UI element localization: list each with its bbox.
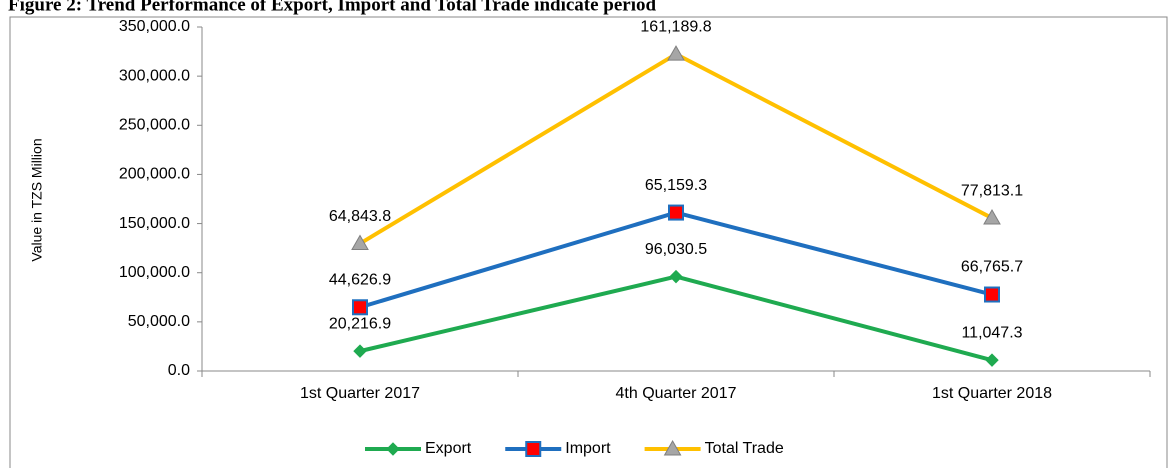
- data-label: 11,047.3: [961, 324, 1022, 341]
- y-tick-label: 200,000.0: [119, 166, 190, 183]
- marker: [669, 269, 683, 284]
- data-label: 64,843.8: [329, 208, 391, 225]
- y-tick-label: 250,000.0: [119, 117, 190, 134]
- x-tick-label: 1st Quarter 2018: [932, 385, 1052, 402]
- marker: [667, 45, 685, 61]
- marker: [352, 299, 368, 316]
- legend-label: Total Trade: [705, 440, 784, 457]
- y-tick-label: 0.0: [168, 362, 190, 379]
- x-tick-label: 4th Quarter 2017: [616, 385, 737, 402]
- chart-frame: [9, 16, 1168, 468]
- marker: [353, 344, 367, 358]
- data-label: 66,765.7: [961, 259, 1023, 276]
- chart-title: Figure 2: Trend Performance of Export, I…: [8, 0, 657, 15]
- data-label: 96,030.5: [645, 241, 707, 258]
- legend-label: Import: [565, 440, 611, 457]
- y-tick-label: 50,000.0: [128, 313, 190, 330]
- data-label: 77,813.1: [961, 182, 1023, 199]
- y-axis-label: Value in TZS Million: [29, 138, 45, 261]
- y-tick-label: 100,000.0: [119, 264, 190, 281]
- marker: [985, 353, 999, 367]
- marker: [984, 286, 1000, 303]
- y-tick-label: 300,000.0: [119, 67, 190, 84]
- legend-label: Export: [425, 440, 472, 457]
- data-label: 20,216.9: [329, 315, 391, 332]
- marker: [983, 209, 1001, 225]
- marker: [663, 439, 682, 456]
- y-tick-label: 350,000.0: [119, 18, 190, 35]
- marker: [386, 442, 400, 456]
- y-tick-label: 150,000.0: [119, 215, 190, 232]
- marker: [668, 204, 684, 221]
- data-label: 65,159.3: [645, 177, 707, 194]
- x-tick-label: 1st Quarter 2017: [300, 385, 420, 402]
- data-label: 161,189.8: [640, 18, 711, 35]
- data-label: 44,626.9: [329, 271, 391, 288]
- marker: [351, 234, 369, 251]
- marker: [525, 441, 542, 457]
